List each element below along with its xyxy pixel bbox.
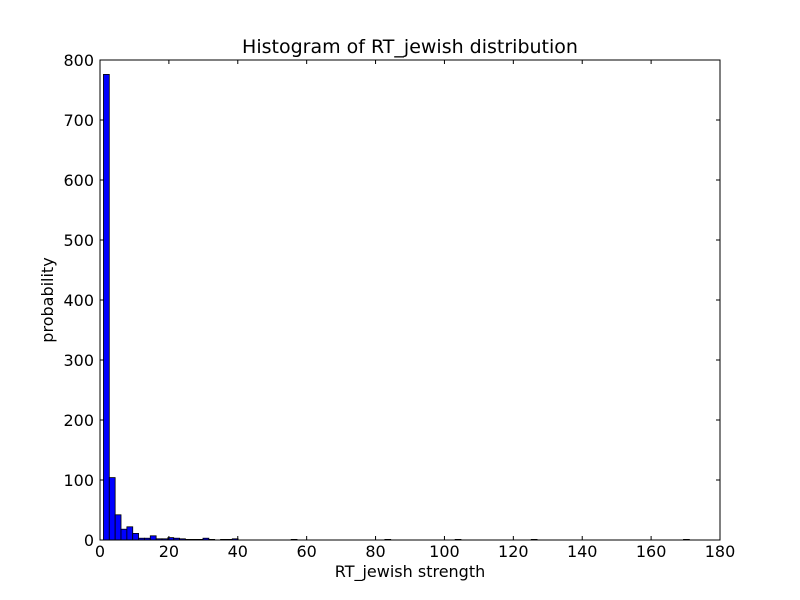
plot-area bbox=[100, 60, 720, 540]
histogram-bar-5 bbox=[132, 533, 139, 541]
y-tick-label: 200 bbox=[63, 411, 94, 430]
histogram-bar-1 bbox=[108, 477, 116, 541]
y-tick-label: 100 bbox=[63, 471, 94, 490]
histogram-bar-2 bbox=[114, 514, 122, 541]
y-tick-label: 600 bbox=[63, 171, 94, 190]
histogram-bar-0 bbox=[103, 74, 110, 541]
x-tick-labels: 0 20 40 60 80 100 120 140 160 180 bbox=[95, 542, 735, 561]
histogram-bar-4 bbox=[126, 526, 134, 541]
x-tick-label: 120 bbox=[498, 542, 529, 561]
x-tick-label: 80 bbox=[365, 542, 385, 561]
histogram-bar-8 bbox=[149, 535, 157, 541]
y-tick-label: 300 bbox=[63, 351, 94, 370]
plot-frame bbox=[99, 59, 721, 541]
chart-title: Histogram of RT_jewish distribution bbox=[242, 36, 578, 58]
y-tick-label: 400 bbox=[63, 291, 94, 310]
x-tick-label: 100 bbox=[429, 542, 460, 561]
histogram-bar-3 bbox=[120, 528, 128, 541]
x-tick-label: 180 bbox=[705, 542, 736, 561]
y-axis-label: probability bbox=[38, 257, 57, 342]
y-tick-label: 500 bbox=[63, 231, 94, 250]
x-tick-label: 40 bbox=[228, 542, 248, 561]
y-tick-label: 0 bbox=[84, 531, 94, 550]
x-tick-label: 0 bbox=[95, 542, 105, 561]
y-tick-labels: 0 100 200 300 400 500 600 700 800 bbox=[63, 51, 94, 550]
y-tick-label: 700 bbox=[63, 111, 94, 130]
y-tick-label: 800 bbox=[63, 51, 94, 70]
x-tick-label: 20 bbox=[159, 542, 179, 561]
x-axis-label: RT_jewish strength bbox=[335, 562, 486, 582]
x-tick-label: 60 bbox=[296, 542, 316, 561]
x-tick-label: 140 bbox=[567, 542, 598, 561]
x-tick-label: 160 bbox=[636, 542, 667, 561]
